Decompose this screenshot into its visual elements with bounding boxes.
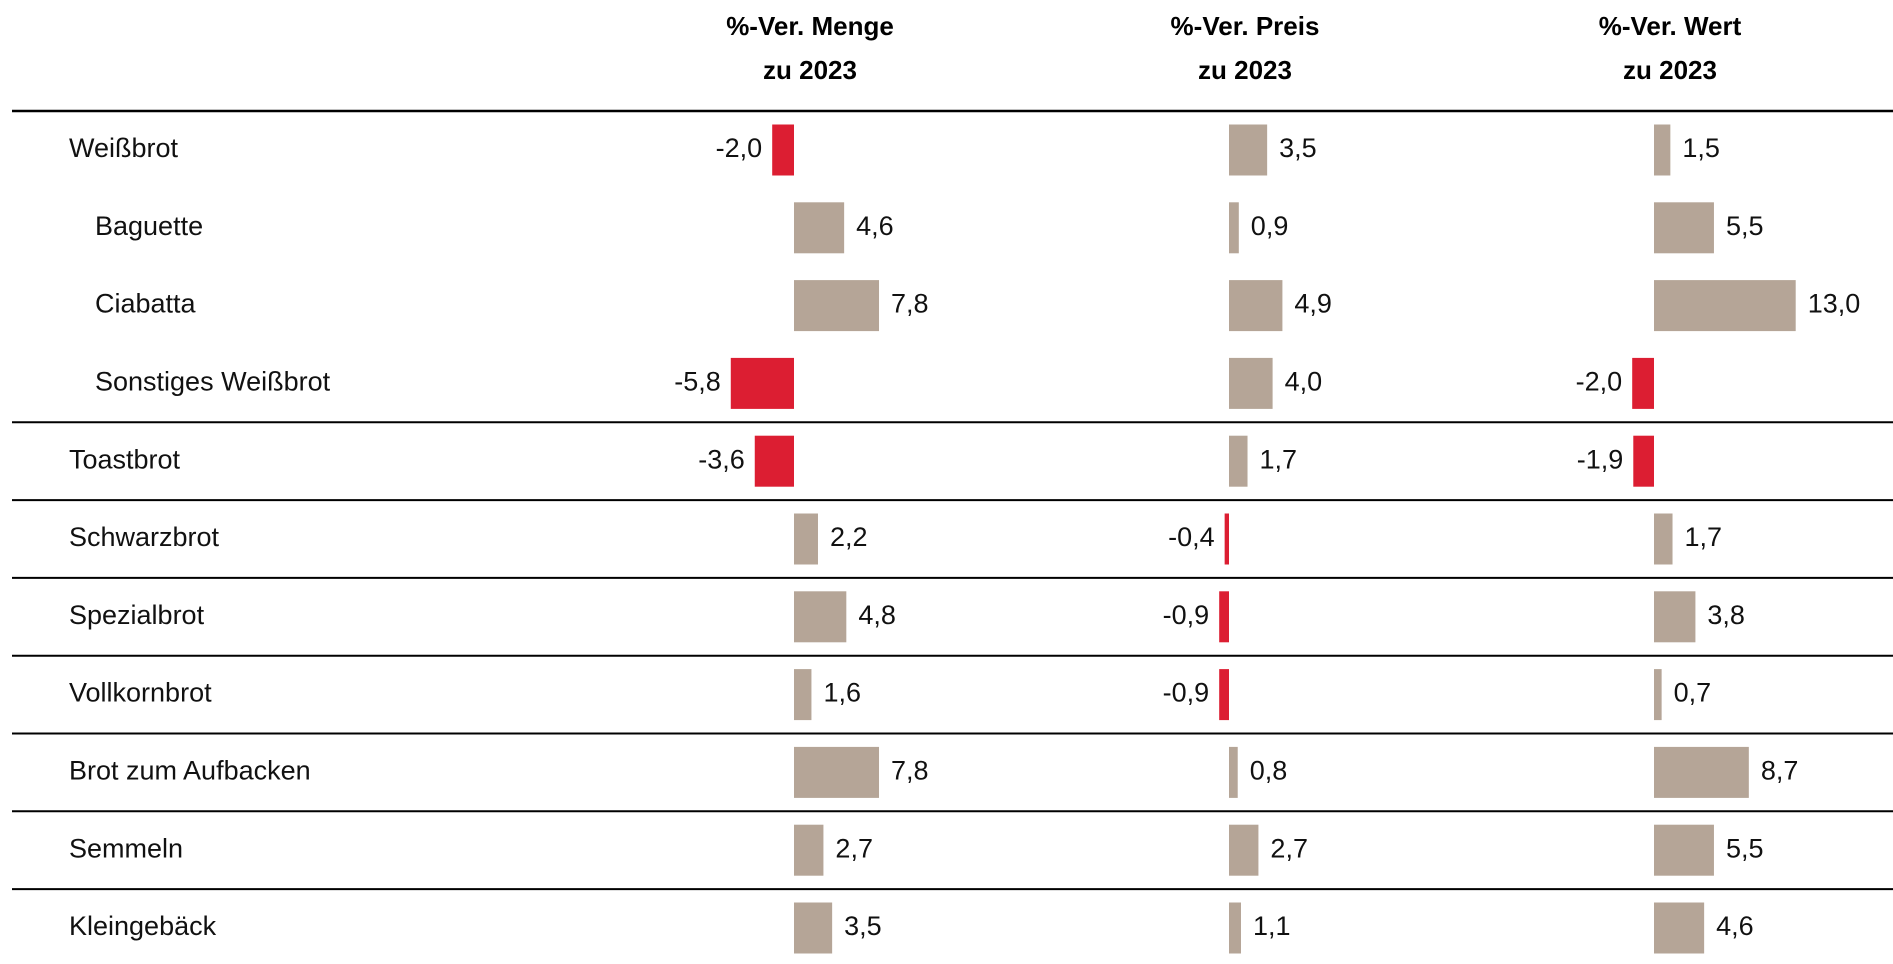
value-label: -2,0 [716, 133, 763, 163]
bar [772, 124, 794, 176]
value-label: 5,5 [1726, 833, 1764, 863]
value-label: 7,8 [891, 289, 929, 319]
row-label: Baguette [95, 211, 203, 241]
value-label: 13,0 [1808, 289, 1861, 319]
row-label: Vollkornbrot [69, 678, 212, 708]
bar [1654, 746, 1749, 798]
value-label: 1,5 [1682, 133, 1720, 163]
bar [794, 824, 824, 876]
bar [1654, 513, 1673, 565]
value-label: 4,6 [856, 211, 894, 241]
bar [754, 435, 794, 487]
bar [1633, 435, 1654, 487]
bar [730, 357, 794, 409]
value-label: 2,7 [1270, 833, 1308, 863]
value-label: 0,9 [1251, 211, 1289, 241]
value-label: 4,8 [858, 600, 896, 630]
bar [794, 280, 880, 332]
bar [1229, 124, 1268, 176]
bar [794, 902, 833, 954]
value-label: -1,9 [1577, 444, 1624, 474]
bar [1632, 357, 1654, 409]
bar [1654, 124, 1671, 176]
bar [1229, 435, 1248, 487]
value-label: 2,2 [830, 522, 868, 552]
value-label: 0,8 [1250, 756, 1288, 786]
bar [1654, 280, 1796, 332]
value-label: -0,9 [1163, 600, 1210, 630]
bar [1229, 824, 1259, 876]
value-label: 3,5 [1279, 133, 1317, 163]
bar [1654, 902, 1705, 954]
value-label: -3,6 [698, 444, 745, 474]
bar [1229, 746, 1238, 798]
row-label: Ciabatta [95, 289, 197, 319]
row-label: Semmeln [69, 833, 183, 863]
row-label: Weißbrot [69, 133, 179, 163]
bar [1654, 824, 1714, 876]
bar [1654, 669, 1662, 721]
value-label: 3,5 [844, 911, 882, 941]
bar [794, 202, 845, 254]
row-label: Spezialbrot [69, 600, 205, 630]
value-label: 3,8 [1707, 600, 1745, 630]
row-label: Brot zum Aufbacken [69, 756, 311, 786]
bar [1219, 591, 1229, 643]
value-label: 0,7 [1674, 678, 1712, 708]
row-label: Kleingebäck [69, 911, 217, 941]
value-label: 1,6 [823, 678, 861, 708]
bar [1654, 591, 1696, 643]
bar [1219, 669, 1229, 721]
bar [1229, 902, 1241, 954]
value-label: 4,6 [1716, 911, 1754, 941]
bar [794, 669, 812, 721]
bar [1229, 202, 1239, 254]
value-label: 2,7 [835, 833, 873, 863]
column-header: %-Ver. Preis zu 2023 [1170, 11, 1320, 85]
bar [1229, 357, 1273, 409]
bar [794, 513, 818, 565]
value-label: -2,0 [1576, 367, 1623, 397]
bar [1654, 202, 1714, 254]
value-label: -0,9 [1163, 678, 1210, 708]
value-label: 4,9 [1294, 289, 1332, 319]
value-label: 1,7 [1260, 444, 1298, 474]
bar [1229, 280, 1283, 332]
row-label: Schwarzbrot [69, 522, 220, 552]
column-header: %-Ver. Wert zu 2023 [1598, 11, 1742, 85]
value-label: -5,8 [674, 367, 721, 397]
row-label: Toastbrot [69, 444, 181, 474]
bar [1224, 513, 1229, 565]
value-label: 1,1 [1253, 911, 1291, 941]
value-label: 5,5 [1726, 211, 1764, 241]
value-label: 4,0 [1285, 367, 1323, 397]
bar [794, 746, 880, 798]
bar [794, 591, 847, 643]
value-label: 1,7 [1685, 522, 1723, 552]
column-header: %-Ver. Menge zu 2023 [726, 11, 894, 85]
value-label: 8,7 [1761, 756, 1799, 786]
row-label: Sonstiges Weißbrot [95, 367, 331, 397]
value-label: -0,4 [1168, 522, 1215, 552]
value-label: 7,8 [891, 756, 929, 786]
